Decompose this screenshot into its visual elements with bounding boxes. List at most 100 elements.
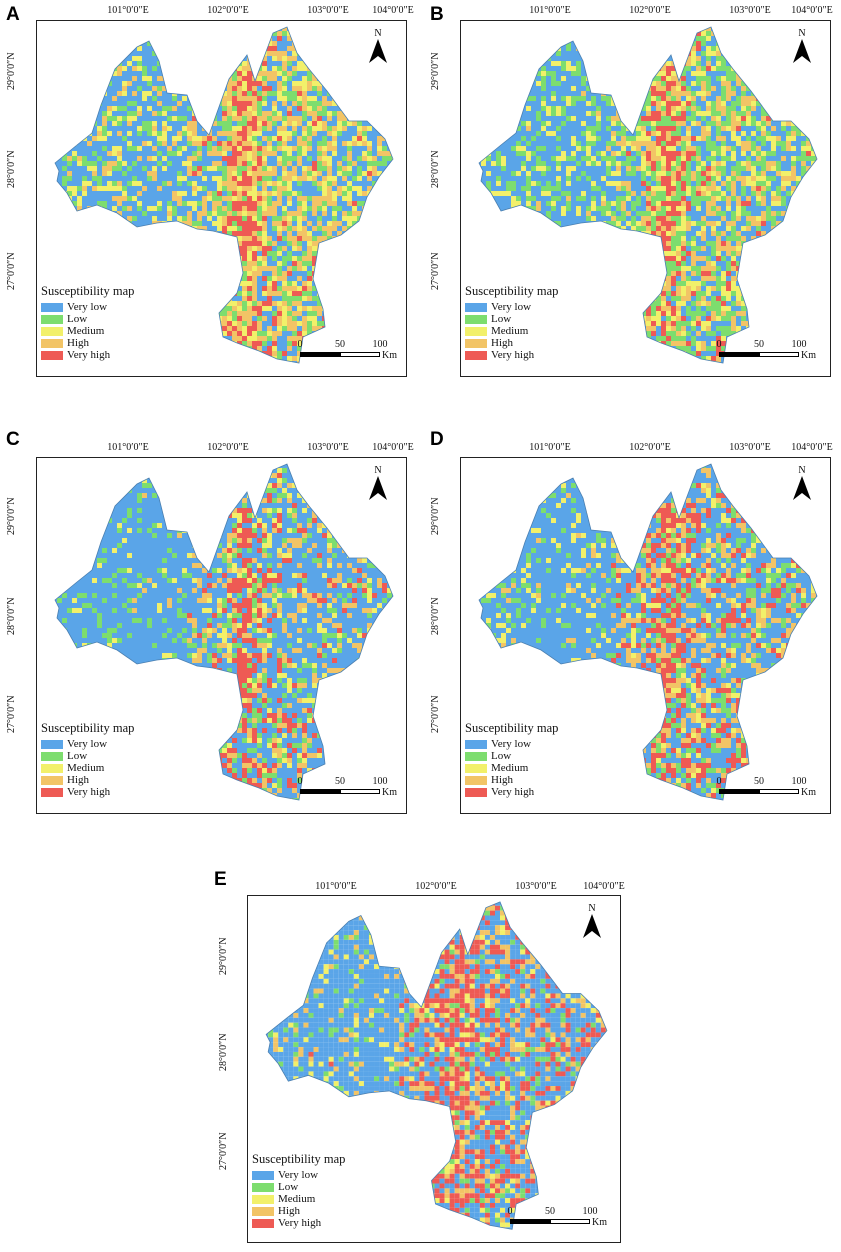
susceptibility-map (478, 463, 818, 801)
legend-item: Very high (252, 1217, 345, 1229)
scale-tick: 50 (335, 776, 345, 787)
lat-label: 27°0′0″N (430, 252, 441, 290)
study-area-boundary (478, 26, 818, 364)
legend-swatch (465, 739, 487, 749)
scale-tick: 0 (298, 339, 303, 350)
map-frame: N Susceptibility map Very low Low Medium… (247, 895, 621, 1243)
legend-label: Very low (67, 738, 107, 750)
legend: Susceptibility map Very low Low Medium H… (252, 1152, 345, 1229)
scale-tick: 50 (335, 339, 345, 350)
legend-item: Very high (465, 349, 558, 361)
susceptibility-map (54, 463, 394, 801)
scale-tick: 0 (508, 1206, 513, 1217)
lon-label: 104°0′0″E (583, 881, 624, 892)
north-arrow-icon (583, 914, 601, 938)
north-arrow-icon (369, 476, 387, 500)
scale-bar: 0 50 100 Km (717, 339, 830, 365)
panel-e: E 101°0′0″E 102°0′0″E 103°0′0″E 104°0′0″… (210, 865, 630, 1252)
lat-label: 27°0′0″N (6, 252, 17, 290)
legend-item: Very low (252, 1169, 345, 1181)
legend-item: Medium (252, 1193, 345, 1205)
scale-tick: 50 (545, 1206, 555, 1217)
legend-item: High (465, 774, 558, 786)
lon-label: 103°0′0″E (729, 442, 770, 453)
lon-label: 101°0′0″E (107, 442, 148, 453)
scale-tick: 0 (717, 776, 722, 787)
north-arrow-icon (369, 39, 387, 63)
legend-swatch (252, 1182, 274, 1192)
lon-label: 102°0′0″E (629, 5, 670, 16)
lat-label: 29°0′0″N (6, 497, 17, 535)
lon-label: 101°0′0″E (107, 5, 148, 16)
legend-swatch (41, 775, 63, 785)
legend-item: Medium (41, 325, 134, 337)
legend-label: Low (491, 313, 511, 325)
legend-label: Medium (67, 762, 104, 774)
legend-item: Low (465, 313, 558, 325)
scale-segment (340, 352, 380, 357)
scale-tick: 100 (792, 776, 807, 787)
legend-swatch (41, 338, 63, 348)
panel-c: C 101°0′0″E 102°0′0″E 103°0′0″E 104°0′0″… (0, 425, 420, 825)
legend-title: Susceptibility map (252, 1152, 345, 1167)
lat-label: 29°0′0″N (6, 52, 17, 90)
legend-item: High (41, 774, 134, 786)
legend-item: Very low (41, 301, 134, 313)
lat-label: 27°0′0″N (218, 1132, 229, 1170)
scale-tick: 0 (717, 339, 722, 350)
legend-label: High (491, 337, 513, 349)
legend-swatch (252, 1170, 274, 1180)
lon-label: 101°0′0″E (529, 442, 570, 453)
map-frame: N Susceptibility map Very low Low Medium… (36, 457, 407, 814)
scale-segment (759, 789, 799, 794)
legend-title: Susceptibility map (41, 721, 134, 736)
legend-swatch (41, 326, 63, 336)
legend-item: Very low (465, 738, 558, 750)
legend-item: Medium (465, 325, 558, 337)
legend-swatch (252, 1218, 274, 1228)
legend-label: High (67, 774, 89, 786)
lat-label: 29°0′0″N (430, 52, 441, 90)
scale-bar: 0 50 100 Km (508, 1206, 620, 1232)
north-label: N (792, 465, 812, 476)
scale-unit: Km (382, 350, 397, 361)
lon-label: 103°0′0″E (307, 5, 348, 16)
legend-swatch (465, 314, 487, 324)
scale-tick: 50 (754, 776, 764, 787)
lon-label: 102°0′0″E (207, 5, 248, 16)
legend-label: High (67, 337, 89, 349)
legend-label: Medium (491, 325, 528, 337)
scale-tick: 100 (373, 339, 388, 350)
scale-segment (719, 352, 759, 357)
legend-swatch (41, 314, 63, 324)
legend-swatch (465, 326, 487, 336)
north-label: N (368, 28, 388, 39)
study-area-boundary (54, 463, 394, 801)
scale-unit: Km (592, 1217, 607, 1228)
north-arrow-icon (793, 476, 811, 500)
legend-item: Very high (41, 349, 134, 361)
legend-label: Very low (491, 738, 531, 750)
scale-tick: 50 (754, 339, 764, 350)
north-label: N (368, 465, 388, 476)
legend-item: Medium (41, 762, 134, 774)
map-frame: N Susceptibility map Very low Low Medium… (460, 457, 831, 814)
legend-swatch (41, 763, 63, 773)
map-frame: N Susceptibility map Very low Low Medium… (36, 20, 407, 377)
study-area-boundary (478, 463, 818, 801)
legend-item: Very low (41, 738, 134, 750)
legend-item: Very high (465, 786, 558, 798)
lat-label: 28°0′0″N (6, 150, 17, 188)
lon-label: 102°0′0″E (415, 881, 456, 892)
scale-segment (759, 352, 799, 357)
panel-label: C (6, 429, 20, 451)
north-arrow: N (792, 28, 812, 68)
scale-bar: 0 50 100 Km (298, 339, 406, 365)
legend-item: Low (252, 1181, 345, 1193)
legend-label: Medium (491, 762, 528, 774)
legend-title: Susceptibility map (41, 284, 134, 299)
legend-label: High (278, 1205, 300, 1217)
legend-swatch (41, 302, 63, 312)
lon-label: 103°0′0″E (729, 5, 770, 16)
scale-bar: 0 50 100 Km (298, 776, 406, 802)
